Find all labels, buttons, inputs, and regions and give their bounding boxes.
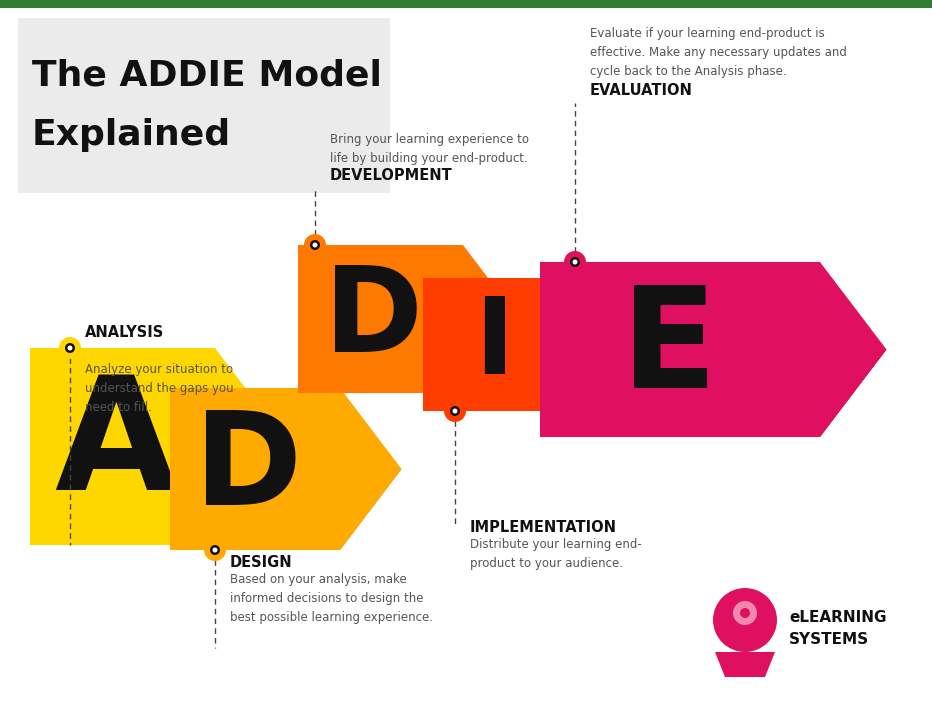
Circle shape [564,251,586,273]
Polygon shape [423,344,628,411]
Text: D: D [194,406,302,532]
Circle shape [304,234,326,256]
Polygon shape [30,446,290,545]
Circle shape [740,608,750,618]
Circle shape [570,257,580,267]
Text: I: I [474,293,514,396]
Polygon shape [298,245,519,393]
Circle shape [312,243,318,248]
Circle shape [310,240,320,250]
Circle shape [713,588,777,652]
Polygon shape [170,469,402,550]
Text: Distribute your learning end-
product to your audience.: Distribute your learning end- product to… [470,538,642,570]
Circle shape [65,343,75,353]
Circle shape [450,406,460,416]
Circle shape [444,400,466,422]
Text: eLEARNING: eLEARNING [789,609,886,625]
FancyBboxPatch shape [0,0,932,8]
Text: E: E [621,282,717,417]
Text: A: A [54,370,176,523]
Text: SYSTEMS: SYSTEMS [789,632,870,648]
Text: Based on your analysis, make
informed decisions to design the
best possible lear: Based on your analysis, make informed de… [230,573,433,624]
Polygon shape [423,278,628,411]
Circle shape [67,346,73,350]
Text: EVALUATION: EVALUATION [590,83,692,98]
Circle shape [59,337,81,359]
Text: IMPLEMENTATION: IMPLEMENTATION [470,520,617,535]
Polygon shape [170,388,402,550]
Circle shape [204,539,226,561]
Text: Analyze your situation to
understand the gaps you
need to fill.: Analyze your situation to understand the… [85,363,234,414]
Text: Explained: Explained [32,118,231,152]
Circle shape [453,409,458,414]
Text: Evaluate if your learning end-product is
effective. Make any necessary updates a: Evaluate if your learning end-product is… [590,27,847,78]
Text: DESIGN: DESIGN [230,555,293,570]
Polygon shape [540,349,886,437]
Text: The ADDIE Model: The ADDIE Model [32,58,382,92]
Polygon shape [30,348,290,545]
Circle shape [210,545,220,555]
Text: ANALYSIS: ANALYSIS [85,325,164,340]
Circle shape [733,601,757,625]
Text: D: D [324,261,423,377]
FancyBboxPatch shape [18,18,390,193]
Polygon shape [298,319,519,393]
Circle shape [212,547,217,552]
Text: DEVELOPMENT: DEVELOPMENT [330,168,453,183]
Text: Bring your learning experience to
life by building your end-product.: Bring your learning experience to life b… [330,133,529,165]
Polygon shape [540,262,886,437]
Circle shape [572,259,578,264]
Polygon shape [715,652,775,677]
